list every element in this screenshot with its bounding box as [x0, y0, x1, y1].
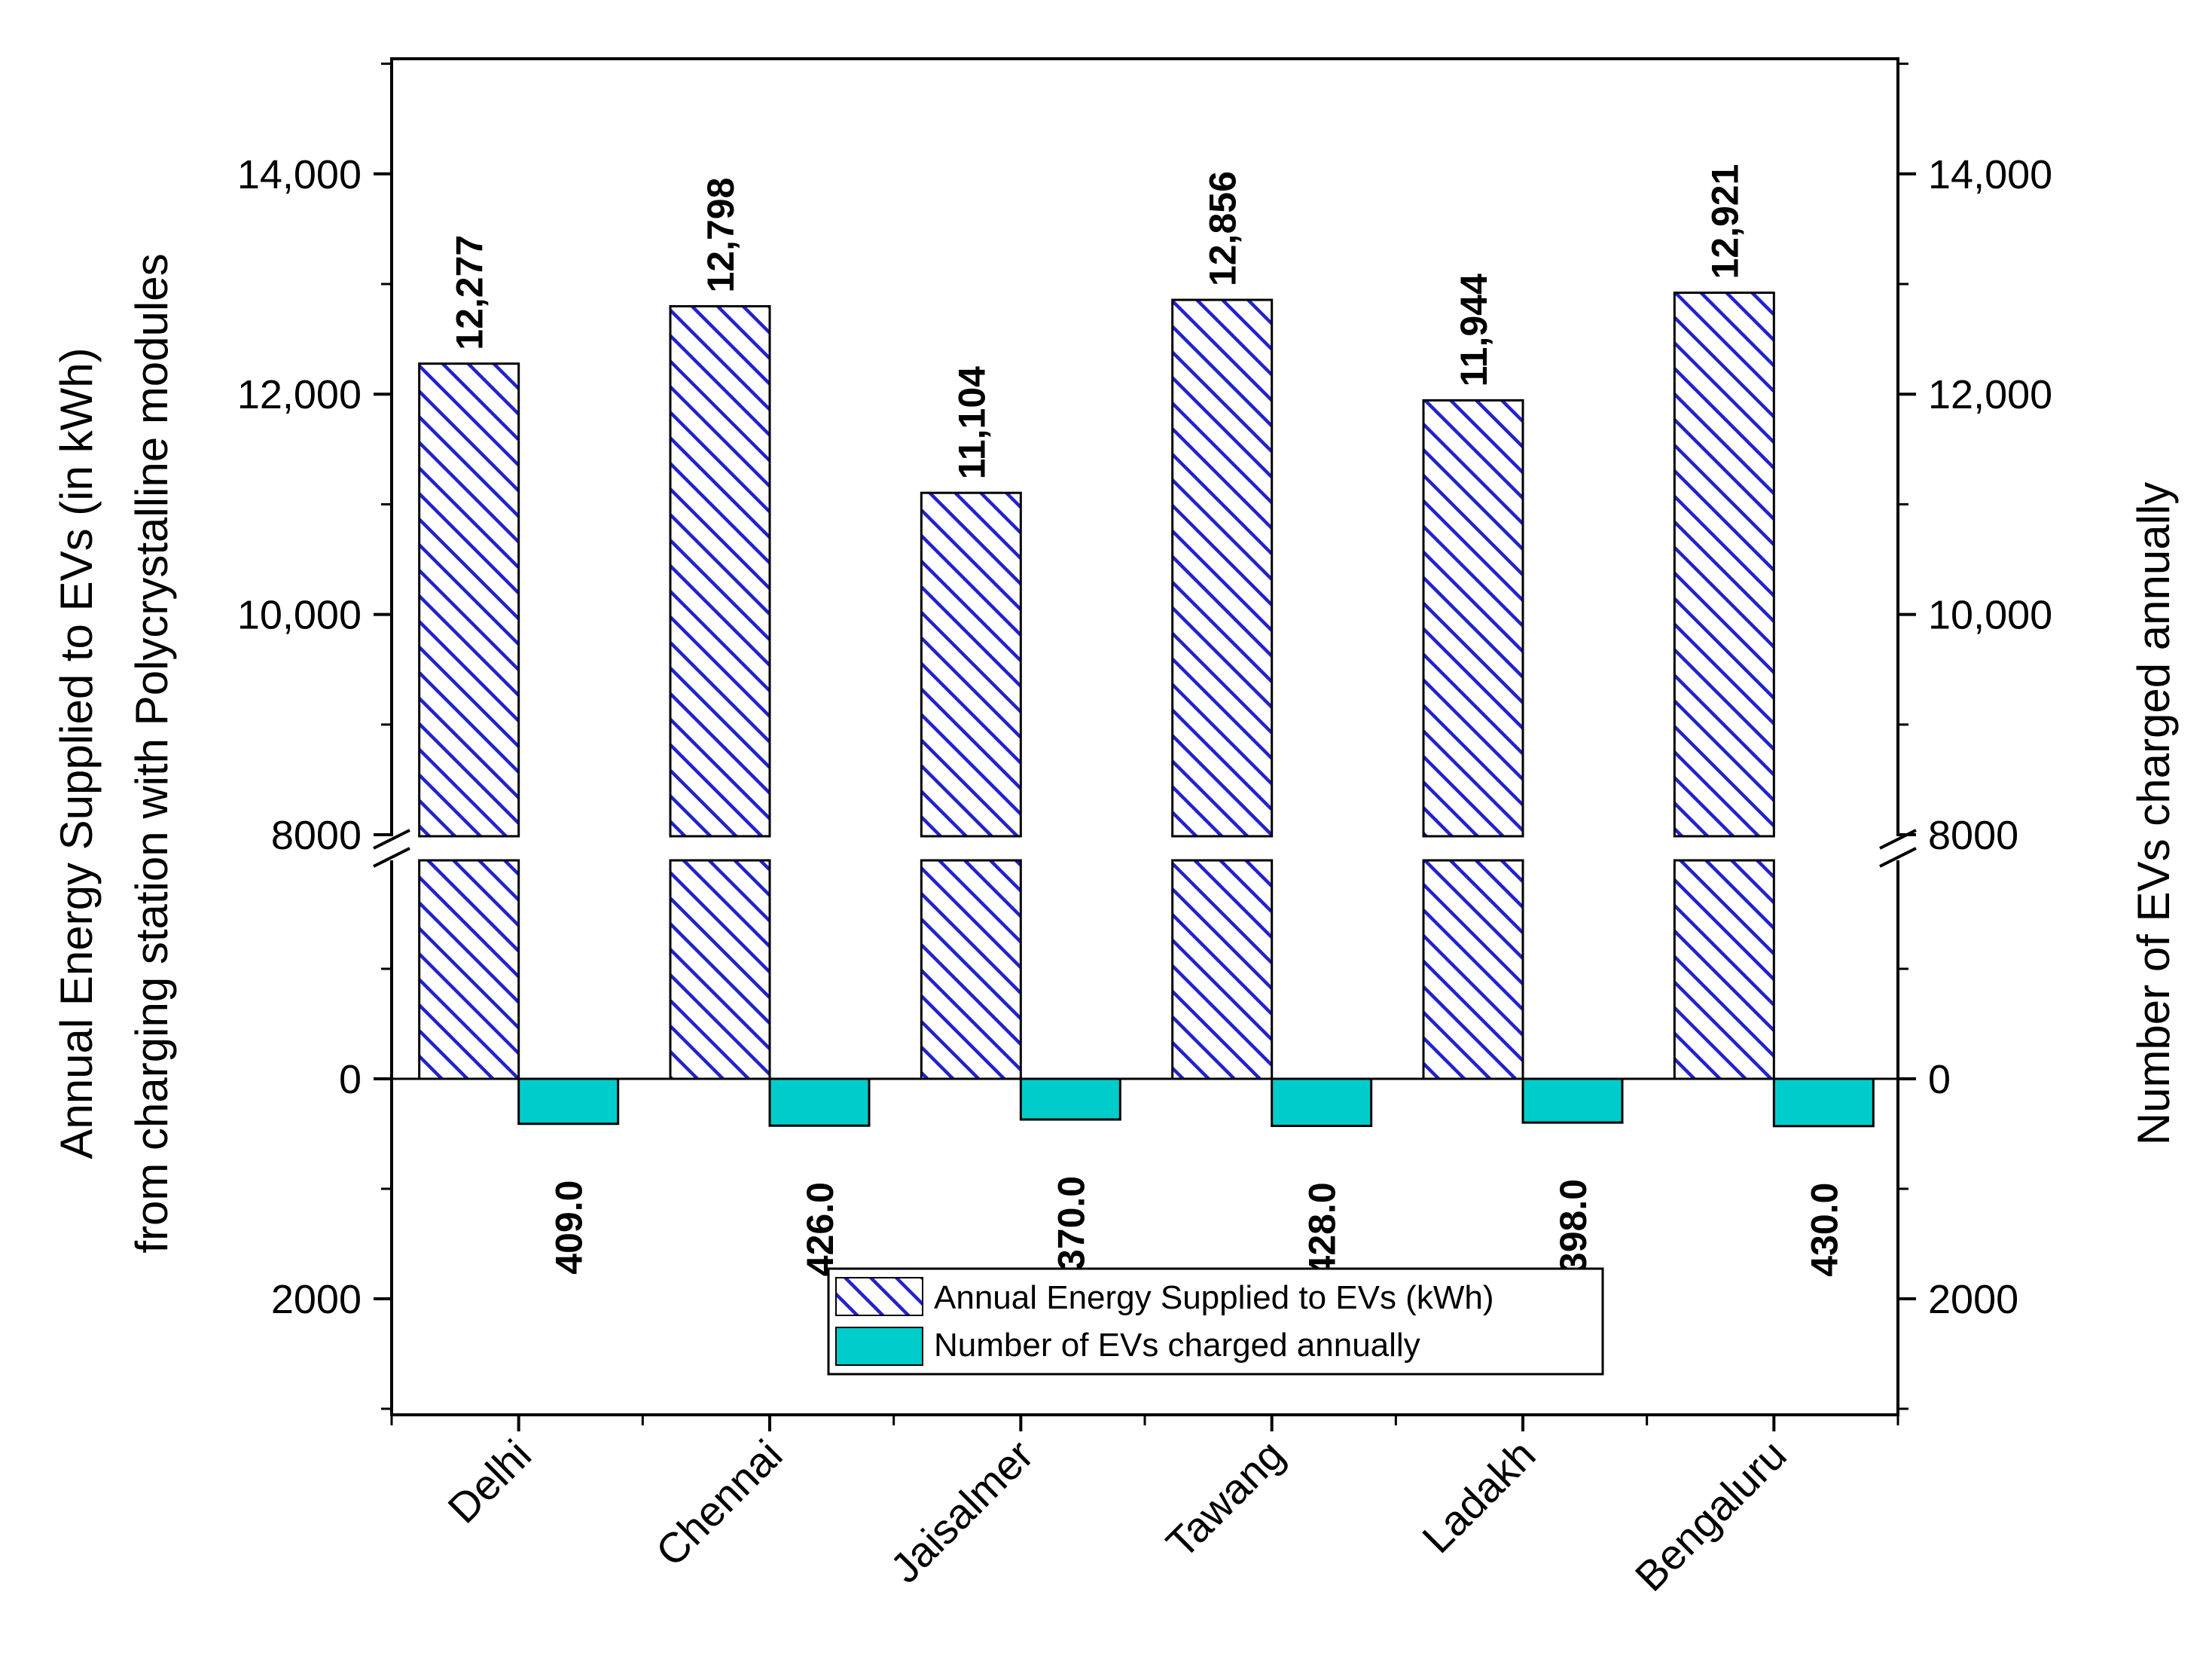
- data-label-energy: 11,104: [950, 366, 993, 479]
- right-tick-label: 2000: [1928, 1277, 2018, 1322]
- legend-label-evs: Number of EVs charged annually: [934, 1327, 1420, 1364]
- plot-frame: [390, 57, 1899, 1416]
- left-axis-break-mark: [373, 829, 410, 850]
- data-label-energy: 12,856: [1202, 171, 1244, 286]
- data-label-energy: 12,277: [449, 235, 491, 350]
- legend-swatch-evs: [835, 1327, 923, 1366]
- right-tick-label: 10,000: [1928, 593, 2052, 638]
- left-tick-label: 10,000: [237, 593, 362, 638]
- right-axis-title: Number of EVs charged annually: [2128, 482, 2179, 1146]
- data-label-evs: 428.0: [1301, 1182, 1344, 1276]
- bar-energy-lower: [1673, 859, 1775, 1080]
- legend: Annual Energy Supplied to EVs (kWh) Numb…: [827, 1267, 1604, 1376]
- bar-energy: [1673, 292, 1775, 838]
- right-tick-label: 14,000: [1928, 152, 2052, 197]
- left-tick-label: 0: [339, 1057, 362, 1102]
- right-tick-label: 0: [1928, 1057, 1951, 1102]
- bars-layer: 12,277 12,798 11,104 12,856 11,944 12,921 409.…: [392, 164, 1898, 1277]
- data-label-energy: 12,921: [1704, 164, 1746, 279]
- left-tick-label: 14,000: [237, 152, 362, 197]
- bar-energy-lower: [669, 859, 771, 1080]
- right-tick-label: 8000: [1928, 813, 2018, 858]
- left-axis-title-line2: from charging station with Polycrystalli…: [127, 253, 177, 1253]
- left-tick-label: 8000: [271, 813, 362, 858]
- left-axis-title-line1: Annual Energy Supplied to EVs (in kWh): [51, 347, 102, 1159]
- legend-swatch-energy: [835, 1277, 923, 1316]
- bar-energy-lower: [1171, 859, 1274, 1080]
- x-tick-label: Jaisalmer: [881, 1431, 1042, 1592]
- bar-evs: [768, 1077, 871, 1127]
- data-label-evs: 409.0: [548, 1181, 590, 1275]
- right-tick-label: 12,000: [1928, 372, 2052, 417]
- x-tick-label: Chennai: [646, 1431, 791, 1575]
- x-tick-label: Bengaluru: [1626, 1431, 1796, 1600]
- right-axis-break-mark: [1879, 829, 1917, 850]
- legend-label-energy: Annual Energy Supplied to EVs (kWh): [934, 1279, 1494, 1316]
- bar-evs: [1019, 1077, 1121, 1121]
- bar-evs: [1521, 1077, 1624, 1124]
- data-label-energy: 11,944: [1453, 273, 1495, 386]
- bar-energy-lower: [920, 859, 1022, 1080]
- bar-energy: [1422, 399, 1524, 838]
- data-label-evs: 430.0: [1803, 1183, 1845, 1277]
- bar-energy-lower: [1422, 859, 1524, 1080]
- x-axis: Delhi Chennai Jaisalmer Tawang Ladakh Bengalu…: [390, 1415, 1899, 1600]
- data-label-evs: 370.0: [1050, 1176, 1092, 1270]
- bar-evs: [1772, 1077, 1875, 1128]
- left-axis: 8000 10,000 12,000 14,000 0 2000: [237, 63, 422, 1410]
- left-tick-label: 12,000: [237, 372, 362, 417]
- right-axis-break-mark: [1879, 847, 1917, 868]
- bar-energy: [669, 305, 771, 838]
- left-axis-break-mark: [373, 847, 410, 868]
- bar-evs: [517, 1077, 620, 1126]
- bar-energy: [920, 491, 1022, 838]
- left-axis-title: Annual Energy Supplied to EVs (in kWh) f…: [51, 253, 177, 1253]
- bar-energy: [1171, 298, 1274, 838]
- left-tick-label: 2000: [271, 1277, 362, 1322]
- data-label-evs: 398.0: [1552, 1179, 1594, 1273]
- legend-box: [827, 1267, 1604, 1376]
- bar-evs: [1271, 1077, 1373, 1127]
- x-tick-label: Tawang: [1157, 1431, 1293, 1567]
- x-tick-label: Delhi: [438, 1431, 540, 1532]
- data-label-evs: 426.0: [799, 1182, 841, 1276]
- x-tick-label: Ladakh: [1413, 1431, 1544, 1562]
- bar-energy: [418, 362, 520, 838]
- right-axis: 8000 10,000 12,000 14,000 0 2000: [1868, 63, 2052, 1410]
- data-label-energy: 12,798: [700, 178, 742, 293]
- bar-energy-lower: [418, 859, 520, 1080]
